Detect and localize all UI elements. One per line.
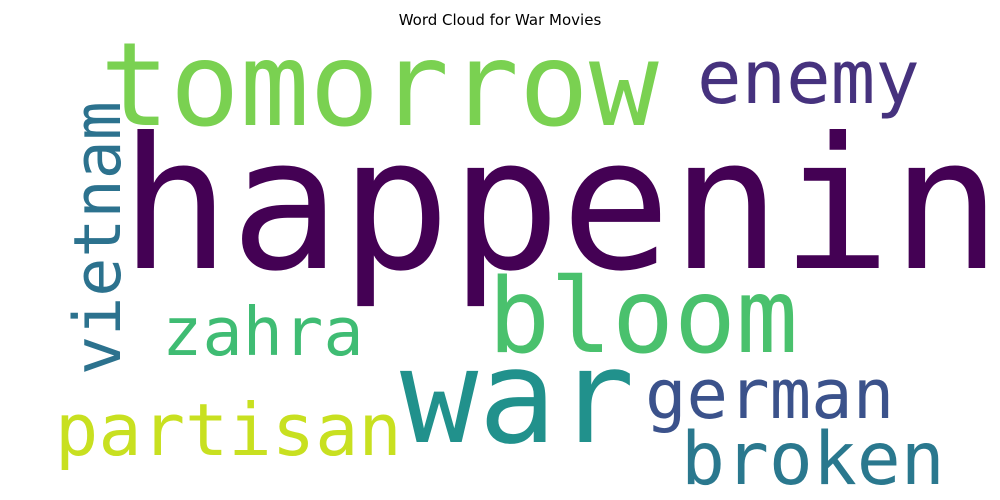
word-broken: broken xyxy=(681,417,945,500)
word-bloom: bloom xyxy=(488,257,798,377)
word-tomorrow: tomorrow xyxy=(100,18,659,153)
chart-title: Word Cloud for War Movies xyxy=(398,11,602,29)
word-enemy: enemy xyxy=(697,35,920,121)
word-war: war xyxy=(400,321,635,473)
word-zahra: zahra xyxy=(162,293,364,371)
word-vietnam: vietnam xyxy=(61,101,136,375)
word-happenin: happenin xyxy=(120,99,1000,312)
word-partisan: partisan xyxy=(55,388,402,472)
word-german: german xyxy=(645,355,894,435)
